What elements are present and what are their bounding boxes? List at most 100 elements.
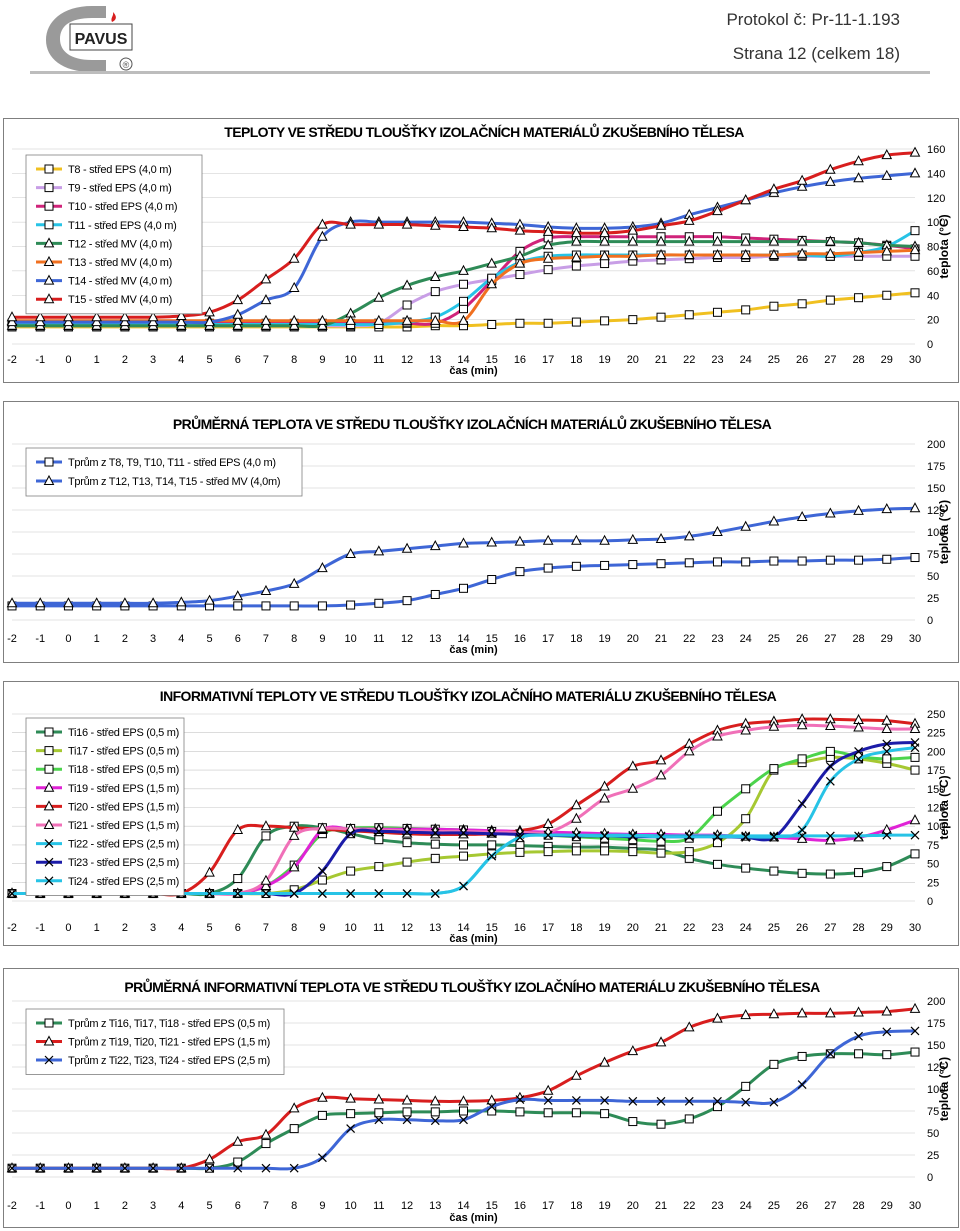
data-point (543, 1096, 553, 1105)
x-tick-label: 30 (909, 1200, 921, 1212)
data-point (543, 847, 553, 857)
x-tick-label: -2 (7, 922, 17, 934)
data-point (825, 235, 836, 246)
data-point (63, 597, 74, 608)
data-point (34, 315, 46, 327)
data-point (486, 536, 498, 547)
x-tick-label: 16 (514, 1200, 526, 1212)
y-axis-label: teplota (°C) (937, 1057, 951, 1121)
legend-marker (44, 839, 54, 849)
data-point (430, 828, 440, 838)
legend-marker (44, 220, 54, 230)
x-tick-label: 30 (909, 633, 921, 645)
chart-panel-3: 0 25 50 75 100 125 150 175 200 225 250 -2 -1 0 1 2 3 4 5 6 7… (3, 681, 959, 946)
y-tick-label: 75 (927, 549, 939, 561)
data-point (430, 589, 440, 599)
data-point (459, 851, 468, 861)
x-tick-label: 11 (373, 922, 384, 934)
data-point (627, 224, 639, 235)
x-tick-label: 17 (542, 354, 554, 366)
y-tick-label: 0 (927, 896, 933, 908)
x-tick-label: 27 (824, 922, 836, 934)
y-tick-label: 25 (927, 1150, 939, 1162)
data-point (542, 1084, 554, 1095)
data-point (204, 306, 215, 317)
data-point (769, 1059, 779, 1069)
y-tick-label: 150 (927, 483, 945, 495)
data-point (600, 259, 610, 269)
y-axis-label: teplota (°C) (937, 775, 951, 839)
data-point (317, 1110, 327, 1120)
x-tick-label: 17 (542, 633, 554, 645)
data-point (853, 172, 864, 183)
data-point (374, 1115, 384, 1125)
data-point (854, 1049, 864, 1059)
legend-marker (43, 781, 55, 792)
data-point (288, 252, 300, 263)
x-tick-label: 9 (319, 633, 325, 645)
legend-label: Ti19 - střed EPS (1,5 m) (68, 783, 179, 795)
x-tick-label: 22 (683, 354, 695, 366)
legend-marker (43, 474, 55, 485)
x-tick-label: 21 (655, 354, 667, 366)
data-point (683, 745, 695, 756)
data-point (769, 866, 779, 876)
data-point (288, 829, 300, 840)
data-point (910, 849, 920, 859)
data-point (684, 847, 694, 857)
x-tick-label: 19 (598, 633, 610, 645)
data-point (656, 1096, 666, 1106)
data-point (627, 782, 639, 793)
data-point (684, 1096, 694, 1106)
data-point (684, 558, 694, 568)
legend-label: Ti20 - střed EPS (1,5 m) (68, 801, 179, 813)
legend-label: Ti24 - střed EPS (2,5 m) (68, 876, 179, 888)
data-point (542, 225, 554, 236)
y-tick-label: 120 (927, 193, 945, 205)
data-point (260, 273, 272, 284)
y-tick-label: 25 (927, 877, 939, 889)
data-point (401, 1094, 413, 1105)
x-tick-label: 11 (373, 633, 384, 645)
data-point (910, 1026, 920, 1036)
data-point (909, 244, 921, 255)
series-5 (6, 235, 921, 330)
legend-label: Tprům z Ti19, Ti20, Ti21 - střed EPS (1,… (68, 1037, 270, 1049)
x-tick-label: 20 (627, 922, 639, 934)
x-tick-label: 0 (65, 633, 71, 645)
data-point (854, 868, 864, 878)
data-point (317, 601, 327, 611)
x-tick-label: 28 (852, 1200, 864, 1212)
x-tick-label: 20 (627, 1200, 639, 1212)
x-tick-label: 29 (881, 1200, 893, 1212)
data-point (909, 146, 921, 157)
legend-item: Ti24 - střed EPS (2,5 m) (36, 876, 179, 888)
data-point (740, 724, 752, 735)
series-line (11, 556, 916, 608)
data-point (740, 1009, 752, 1020)
legend: T8 - střed EPS (4,0 m) T9 - střed EPS (4,… (25, 154, 203, 315)
legend-item: Ti18 - střed EPS (0,5 m) (36, 764, 179, 776)
data-point (486, 257, 498, 268)
x-tick-label: 13 (429, 354, 441, 366)
x-tick-label: 3 (150, 922, 156, 934)
legend-marker (44, 727, 54, 737)
x-tick-label: 26 (796, 922, 808, 934)
data-point (429, 540, 441, 551)
data-point (909, 502, 921, 513)
data-point (119, 597, 131, 608)
data-point (825, 831, 835, 841)
data-point (796, 1007, 808, 1018)
data-point (853, 504, 864, 515)
y-tick-label: 125 (927, 505, 945, 517)
x-tick-label: 5 (206, 922, 212, 934)
x-tick-label: 1 (94, 354, 100, 366)
x-tick-label: 29 (881, 922, 893, 934)
x-tick-label: 5 (206, 354, 212, 366)
data-point (571, 1108, 581, 1118)
page-header: PAVUS ® Protokol č: Pr-11-1.193 Strana 1… (0, 0, 960, 80)
legend-item: T13 - střed MV (4,0 m) (36, 255, 172, 269)
x-tick-label: 1 (94, 922, 100, 934)
data-point (543, 265, 553, 275)
legend-item: Ti21 - střed EPS (1,5 m) (36, 818, 179, 832)
